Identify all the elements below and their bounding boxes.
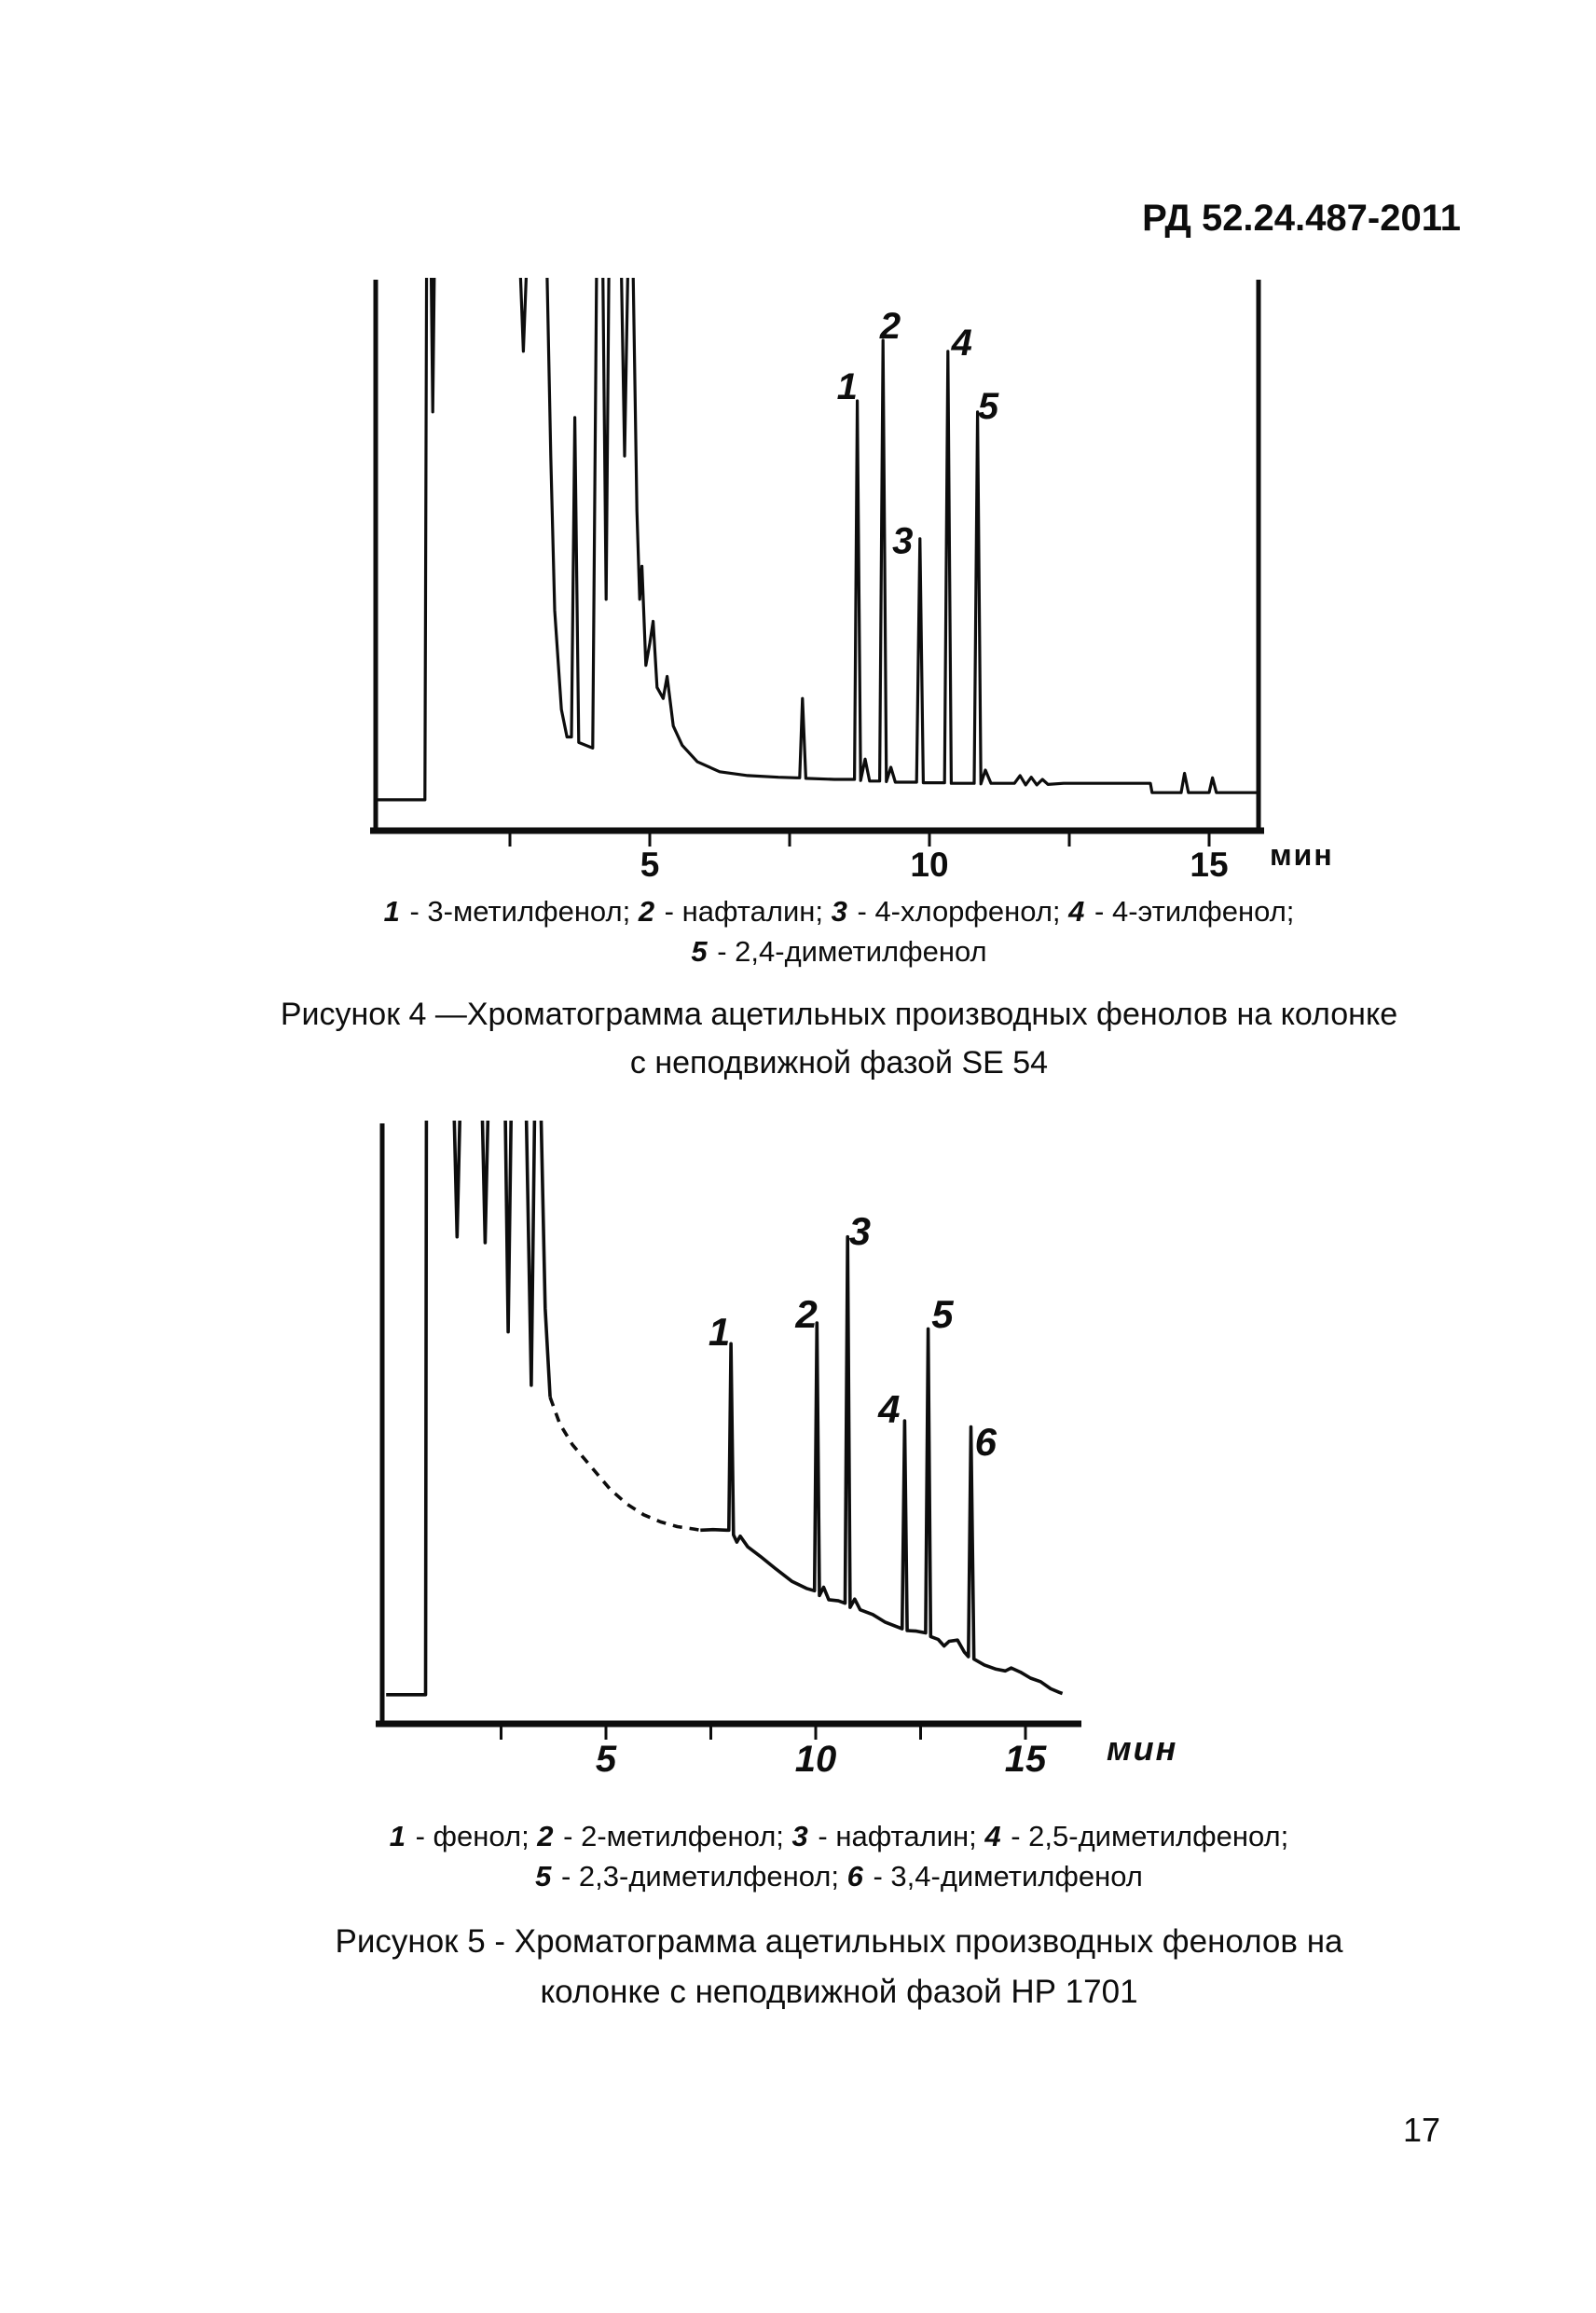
peak-label-1: 1	[837, 366, 858, 407]
peak-number: 4	[984, 1820, 1001, 1852]
peak-label-2: 2	[879, 306, 901, 347]
peak-number: 5	[535, 1860, 552, 1893]
peak-legend-line: 1 - фенол; 2 - 2-метилфенол; 3 - нафтали…	[389, 1820, 1289, 1852]
page-number: 17	[1403, 2111, 1441, 2149]
x-axis-unit-label: мин	[1107, 1729, 1177, 1768]
x-axis-unit-label: мин	[1270, 838, 1334, 872]
peak-number: 2	[638, 895, 655, 928]
peak-label-6: 6	[975, 1420, 998, 1464]
x-tick-label-10: 10	[795, 1739, 837, 1779]
chromatogram-trace	[377, 278, 1257, 802]
figure5-caption: Рисунок 5 - Хроматограмма ацетильных про…	[71, 1917, 1596, 2017]
peak-label-2: 2	[794, 1292, 817, 1336]
peak-number: 5	[691, 935, 708, 968]
x-tick-label-15: 15	[1190, 846, 1228, 884]
figure5-caption-line2: колонке с неподвижной фазой НР 1701	[540, 1974, 1138, 2010]
peak-number: 2	[537, 1820, 554, 1852]
x-tick-label-5: 5	[596, 1739, 617, 1779]
peak-label-4: 4	[877, 1387, 900, 1431]
peak-number: 1	[383, 895, 400, 928]
chromatogram-trace	[548, 1397, 701, 1533]
peak-number: 6	[846, 1860, 863, 1893]
x-tick-label-10: 10	[910, 846, 948, 884]
peak-label-4: 4	[951, 323, 972, 364]
peak-number: 3	[791, 1820, 808, 1852]
chromatogram-trace	[386, 1121, 552, 1697]
document-header: РД 52.24.487-2011	[1142, 198, 1461, 239]
figure4-caption-line1: Рисунок 4 —Хроматограмма ацетильных прои…	[280, 997, 1398, 1032]
figure5-caption-line1: Рисунок 5 - Хроматограмма ацетильных про…	[335, 1923, 1343, 1960]
peak-number: 3	[831, 895, 847, 928]
peak-legend-line: 5 - 2,4-диметилфенол	[691, 935, 987, 968]
x-tick-label-15: 15	[1005, 1739, 1047, 1779]
peak-label-1: 1	[709, 1310, 730, 1354]
peak-label-5: 5	[978, 386, 999, 427]
x-tick-label-5: 5	[640, 846, 660, 884]
peak-number: 4	[1068, 895, 1085, 928]
figure5-peak-legend: 1 - фенол; 2 - 2-метилфенол; 3 - нафтали…	[112, 1816, 1566, 1896]
figure4-caption: Рисунок 4 —Хроматограмма ацетильных прои…	[71, 990, 1596, 1087]
figure4-caption-line2: с неподвижной фазой SE 54	[629, 1045, 1049, 1081]
peak-label-5: 5	[931, 1292, 954, 1336]
peak-legend-line: 5 - 2,3-диметилфенол; 6 - 3,4-диметилфен…	[535, 1860, 1143, 1893]
peak-number: 1	[389, 1820, 406, 1852]
chromatogram-trace	[700, 1234, 1064, 1696]
figure4-peak-legend: 1 - 3-метилфенол; 2 - нафталин; 3 - 4-хл…	[112, 891, 1566, 971]
peak-label-3: 3	[849, 1209, 871, 1253]
peak-legend-line: 1 - 3-метилфенол; 2 - нафталин; 3 - 4-хл…	[383, 895, 1295, 928]
peak-label-3: 3	[892, 521, 913, 562]
